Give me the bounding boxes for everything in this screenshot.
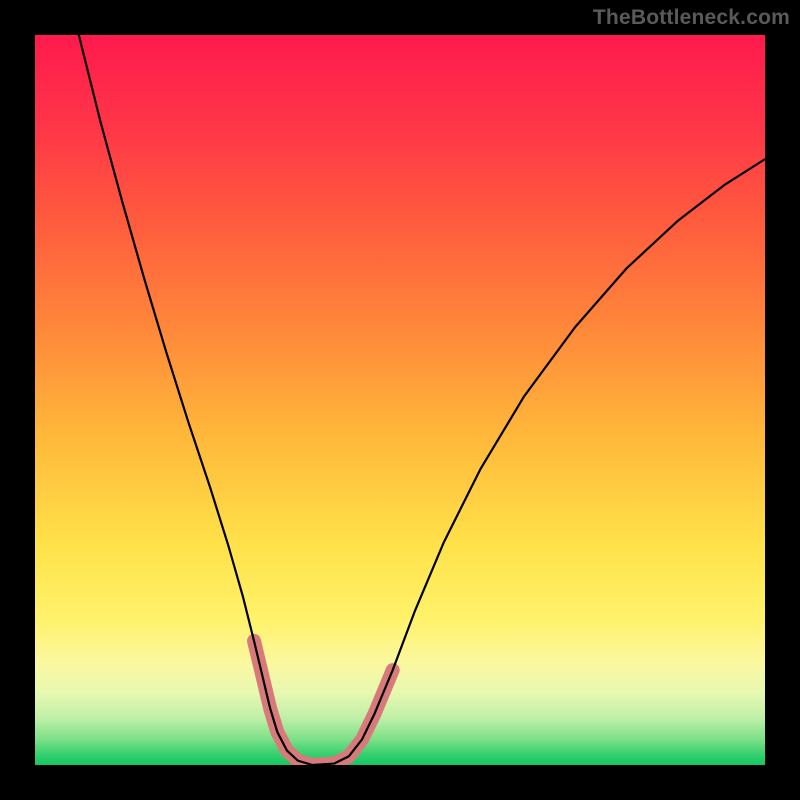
plot-area [35, 35, 765, 765]
watermark-text: TheBottleneck.com [593, 6, 790, 30]
plot-svg [35, 35, 765, 765]
gradient-background [35, 35, 765, 765]
chart-frame: TheBottleneck.com [0, 0, 800, 800]
